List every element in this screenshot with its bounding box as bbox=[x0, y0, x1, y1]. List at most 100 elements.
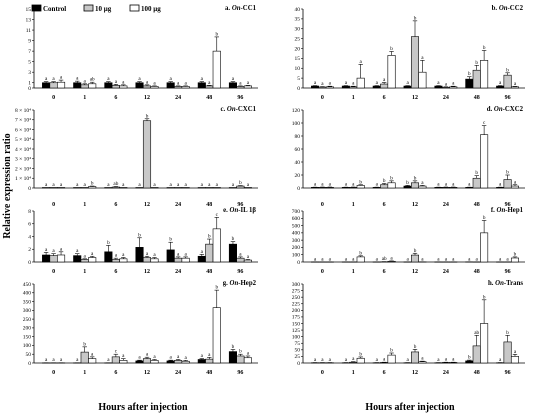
significance-letter: b bbox=[406, 180, 409, 186]
panel-title-prefix: g. bbox=[223, 280, 230, 287]
y-tick-label: 3 × 10⁴ bbox=[15, 157, 31, 163]
panel-title: d. On-CXC2 bbox=[487, 106, 524, 113]
bar bbox=[80, 84, 89, 89]
significance-letter: b bbox=[483, 294, 486, 300]
significance-letter: a bbox=[452, 357, 455, 363]
bar bbox=[212, 307, 221, 364]
significance-letter: a bbox=[177, 80, 180, 86]
bar bbox=[236, 86, 245, 89]
bar bbox=[318, 86, 327, 89]
legend-swatch-2 bbox=[83, 4, 94, 12]
panel-title-suffix: -CXC2 bbox=[503, 106, 524, 113]
bar bbox=[212, 50, 221, 89]
significance-letter: b bbox=[414, 248, 417, 254]
panel-title-gene: On bbox=[227, 106, 236, 113]
significance-letter: a bbox=[45, 247, 48, 253]
y-tick-label: 150 bbox=[292, 321, 301, 327]
panel-title: a. On-CC1 bbox=[225, 5, 257, 12]
x-tick-label: 96 bbox=[505, 202, 511, 208]
y-tick-label: 40 bbox=[295, 7, 301, 13]
significance-letter: b bbox=[506, 330, 509, 336]
significance-letter: a bbox=[437, 357, 440, 363]
x-tick-label: 12 bbox=[412, 202, 418, 208]
significance-letter: b bbox=[359, 250, 362, 256]
bar bbox=[119, 85, 128, 89]
bar bbox=[410, 351, 420, 364]
panel-title: c. On-CXC1 bbox=[220, 106, 256, 113]
significance-letter: a bbox=[184, 182, 187, 188]
significance-letter: a bbox=[153, 182, 156, 188]
y-tick-label: 700 bbox=[292, 209, 301, 215]
significance-letter: a bbox=[76, 182, 79, 188]
significance-letter: a bbox=[506, 256, 509, 262]
significance-letter: a bbox=[468, 182, 471, 188]
x-tick-label: 48 bbox=[474, 202, 480, 208]
y-tick-label: 5 bbox=[297, 76, 300, 82]
significance-letter: a bbox=[514, 179, 517, 185]
y-tick-label: 25 bbox=[295, 36, 301, 42]
y-tick-label: 225 bbox=[292, 302, 301, 308]
y-tick-label: 200 bbox=[292, 245, 301, 251]
significance-letter: b bbox=[215, 31, 218, 37]
bar bbox=[472, 69, 481, 89]
significance-letter: b bbox=[390, 347, 393, 353]
panel-title: g. On-Hep2 bbox=[223, 280, 257, 287]
bar bbox=[135, 82, 144, 89]
y-tick-label: 3 bbox=[28, 70, 31, 76]
bar bbox=[236, 185, 245, 189]
x-tick-label: 0 bbox=[52, 269, 55, 275]
panel-title: b. On-CC2 bbox=[492, 5, 524, 12]
x-tick-label: 6 bbox=[383, 370, 386, 376]
panel-title-suffix: -Hep1 bbox=[505, 207, 523, 214]
significance-letter: ab bbox=[382, 256, 387, 262]
bar bbox=[236, 257, 245, 263]
bar bbox=[88, 186, 97, 189]
significance-letter: b bbox=[208, 234, 211, 240]
significance-letter: b bbox=[506, 170, 509, 176]
significance-letter: a bbox=[421, 256, 424, 262]
significance-letter: a bbox=[321, 81, 324, 87]
y-tick-label: 100 bbox=[292, 253, 301, 259]
significance-letter: a bbox=[115, 79, 118, 85]
bar bbox=[380, 83, 389, 89]
bar bbox=[387, 354, 396, 364]
bar bbox=[49, 82, 58, 89]
bar bbox=[465, 78, 474, 89]
x-tick-label: 48 bbox=[206, 269, 212, 275]
y-tick-label: 8 × 10⁴ bbox=[15, 108, 31, 114]
y-tick-label: 250 bbox=[23, 317, 32, 323]
x-tick-label: 24 bbox=[443, 269, 449, 275]
significance-letter: a bbox=[376, 80, 379, 86]
significance-letter: a bbox=[184, 251, 187, 257]
panel-title-suffix: -CC1 bbox=[241, 5, 257, 12]
bar bbox=[80, 259, 89, 263]
significance-letter: a bbox=[208, 182, 211, 188]
y-tick-label: 400 bbox=[23, 291, 32, 297]
significance-letter: a bbox=[122, 182, 125, 188]
significance-letter: b bbox=[468, 71, 471, 77]
y-tick-label: 300 bbox=[292, 282, 301, 288]
x-tick-label: 1 bbox=[352, 95, 355, 101]
significance-letter: a bbox=[52, 76, 55, 82]
significance-letter: a bbox=[314, 256, 317, 262]
significance-letter: a bbox=[232, 182, 235, 188]
x-tick-label: 96 bbox=[237, 95, 243, 101]
y-tick-label: 40 bbox=[295, 160, 301, 166]
significance-letter: b bbox=[514, 251, 517, 257]
x-tick-label: 24 bbox=[175, 269, 181, 275]
significance-letter: a bbox=[383, 77, 386, 83]
bar bbox=[104, 251, 113, 263]
bar bbox=[197, 359, 206, 364]
bar bbox=[73, 82, 82, 89]
x-tick-label: 12 bbox=[412, 370, 418, 376]
panel-title-gene: On bbox=[230, 207, 239, 214]
bar bbox=[150, 258, 159, 263]
y-tick-label: 13 bbox=[26, 17, 32, 23]
y-tick-label: 0 bbox=[297, 260, 300, 266]
y-tick-label: 20 bbox=[295, 46, 301, 52]
significance-letter: a bbox=[138, 182, 141, 188]
significance-letter: a bbox=[146, 352, 149, 358]
